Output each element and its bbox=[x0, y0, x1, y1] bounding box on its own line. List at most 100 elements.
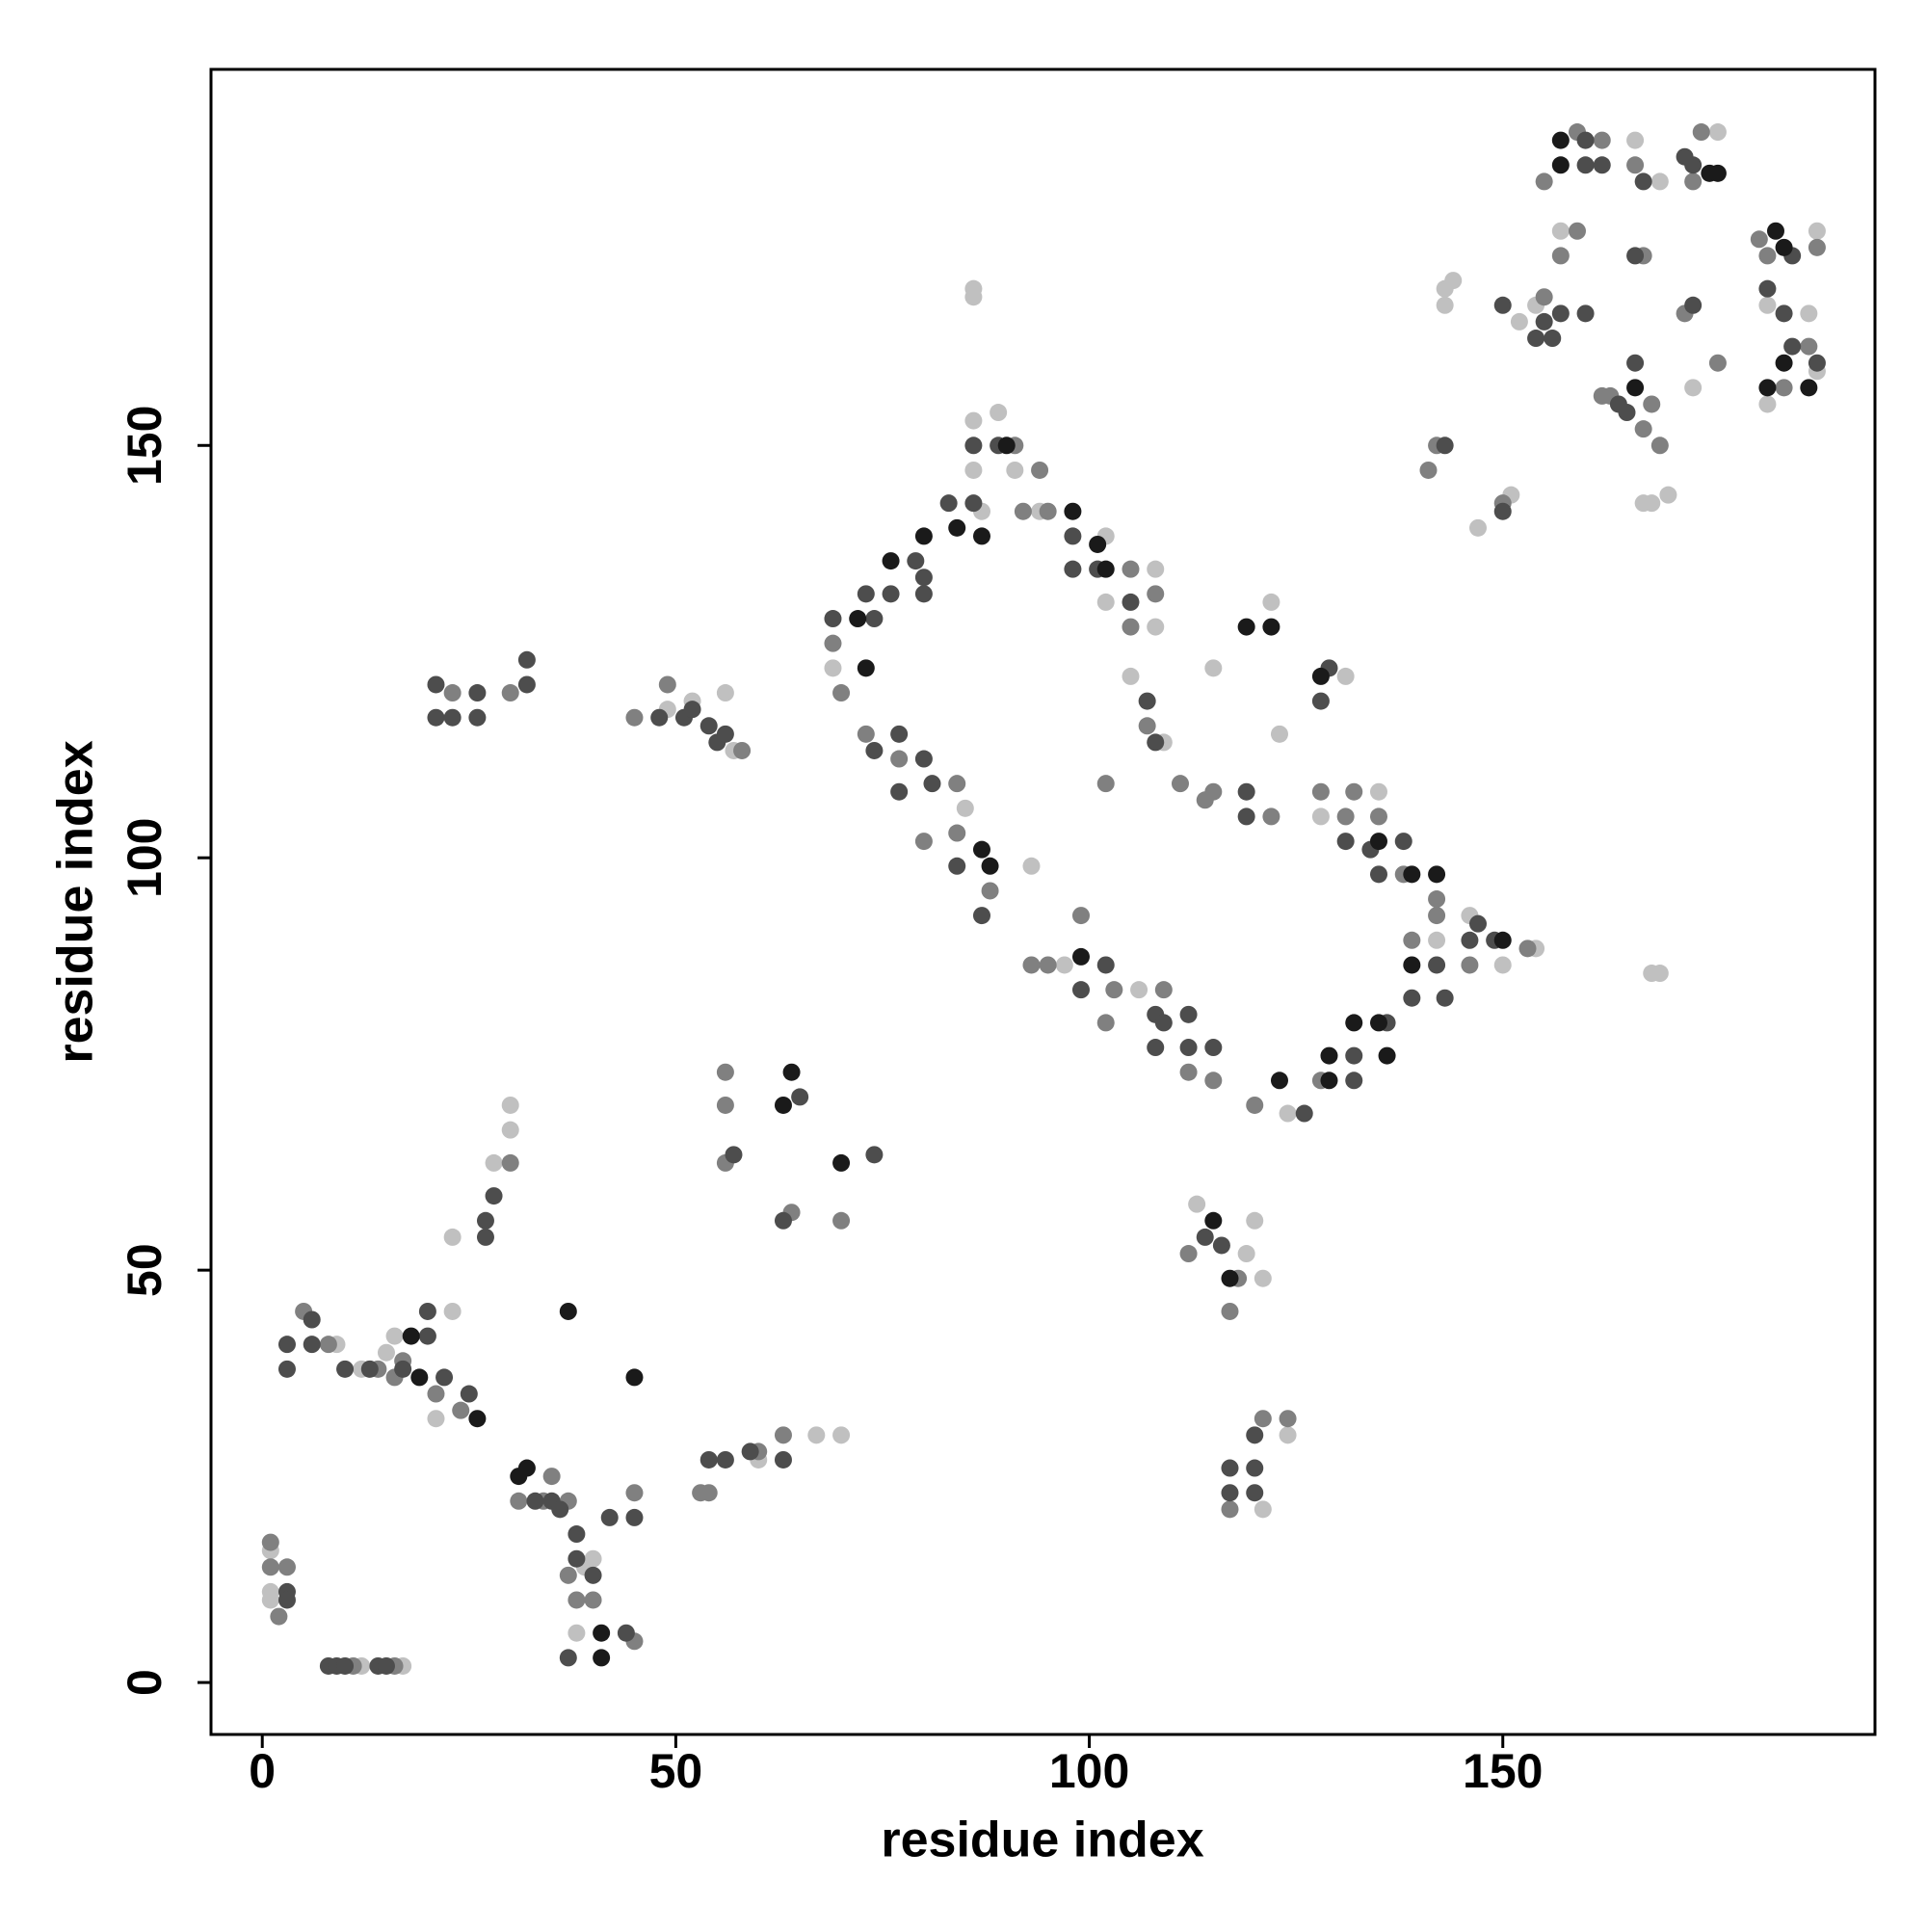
point bbox=[1039, 956, 1057, 974]
point bbox=[1212, 1236, 1230, 1255]
point bbox=[1204, 1211, 1223, 1230]
point bbox=[857, 585, 875, 603]
point bbox=[568, 1624, 586, 1642]
point bbox=[1758, 296, 1777, 314]
point bbox=[1659, 486, 1677, 504]
point bbox=[923, 775, 941, 793]
point bbox=[1626, 379, 1645, 397]
point bbox=[360, 1360, 379, 1378]
point bbox=[1551, 156, 1570, 174]
point bbox=[1428, 890, 1446, 909]
point bbox=[1130, 981, 1148, 999]
point bbox=[510, 1468, 528, 1486]
point bbox=[1436, 437, 1454, 455]
point bbox=[443, 708, 462, 727]
point bbox=[617, 1624, 635, 1642]
point bbox=[1493, 956, 1512, 974]
point bbox=[1221, 1302, 1239, 1320]
point bbox=[716, 1096, 734, 1114]
point bbox=[1708, 164, 1727, 182]
point bbox=[1535, 288, 1553, 306]
point bbox=[1369, 782, 1387, 801]
point bbox=[468, 1410, 487, 1428]
point bbox=[683, 701, 701, 719]
point bbox=[485, 1187, 503, 1205]
y-tick-label: 100 bbox=[118, 817, 172, 897]
point bbox=[1551, 131, 1570, 149]
point bbox=[1179, 1005, 1198, 1023]
point bbox=[1147, 585, 1165, 603]
point bbox=[1758, 379, 1777, 397]
point bbox=[774, 1211, 792, 1230]
point bbox=[1055, 956, 1073, 974]
point bbox=[1775, 354, 1793, 372]
point bbox=[277, 1360, 296, 1378]
point bbox=[1708, 354, 1727, 372]
point bbox=[972, 907, 990, 925]
point bbox=[1444, 272, 1463, 290]
point bbox=[1096, 1014, 1115, 1032]
point bbox=[914, 833, 933, 851]
point bbox=[1147, 733, 1165, 752]
point bbox=[1775, 304, 1793, 323]
point bbox=[277, 1591, 296, 1609]
point bbox=[1650, 437, 1669, 455]
point bbox=[716, 1450, 734, 1469]
point bbox=[1311, 692, 1330, 710]
point bbox=[1262, 807, 1280, 826]
point bbox=[625, 1508, 644, 1526]
point bbox=[1311, 807, 1330, 826]
point bbox=[1626, 156, 1645, 174]
point bbox=[1535, 172, 1553, 191]
point bbox=[1576, 304, 1595, 323]
point bbox=[485, 1153, 503, 1172]
point bbox=[1800, 304, 1818, 323]
point bbox=[1650, 965, 1669, 983]
point bbox=[1320, 1046, 1338, 1065]
point bbox=[1468, 518, 1487, 537]
point bbox=[865, 610, 884, 628]
point bbox=[1179, 1039, 1198, 1057]
point bbox=[1345, 1046, 1363, 1065]
point bbox=[1039, 502, 1057, 520]
point bbox=[1345, 1072, 1363, 1090]
point bbox=[1369, 865, 1387, 884]
point bbox=[1800, 379, 1818, 397]
point bbox=[1576, 131, 1595, 149]
point bbox=[542, 1468, 561, 1486]
point bbox=[1147, 560, 1165, 578]
point bbox=[584, 1549, 602, 1568]
point bbox=[584, 1591, 602, 1609]
point bbox=[832, 1153, 851, 1172]
point bbox=[1766, 222, 1784, 240]
point bbox=[1071, 947, 1090, 966]
point bbox=[1378, 1046, 1396, 1065]
point bbox=[377, 1656, 395, 1675]
point bbox=[1369, 833, 1387, 851]
point bbox=[914, 527, 933, 545]
point bbox=[436, 1368, 454, 1387]
point bbox=[625, 708, 644, 727]
point bbox=[1204, 1072, 1223, 1090]
point bbox=[964, 288, 983, 306]
point bbox=[865, 741, 884, 759]
point bbox=[1419, 461, 1438, 479]
point bbox=[1708, 123, 1727, 142]
point bbox=[1171, 775, 1189, 793]
point bbox=[336, 1360, 355, 1378]
point bbox=[501, 1096, 519, 1114]
point bbox=[1510, 312, 1528, 331]
point bbox=[625, 1484, 644, 1502]
point bbox=[1428, 865, 1446, 884]
point bbox=[824, 634, 842, 652]
point bbox=[1369, 1014, 1387, 1032]
point bbox=[1122, 560, 1140, 578]
point bbox=[981, 882, 999, 900]
point bbox=[1369, 807, 1387, 826]
point bbox=[1461, 956, 1479, 974]
point bbox=[1394, 833, 1412, 851]
point bbox=[452, 1401, 470, 1419]
y-axis-title: residue index bbox=[48, 740, 104, 1063]
point bbox=[1527, 330, 1545, 348]
